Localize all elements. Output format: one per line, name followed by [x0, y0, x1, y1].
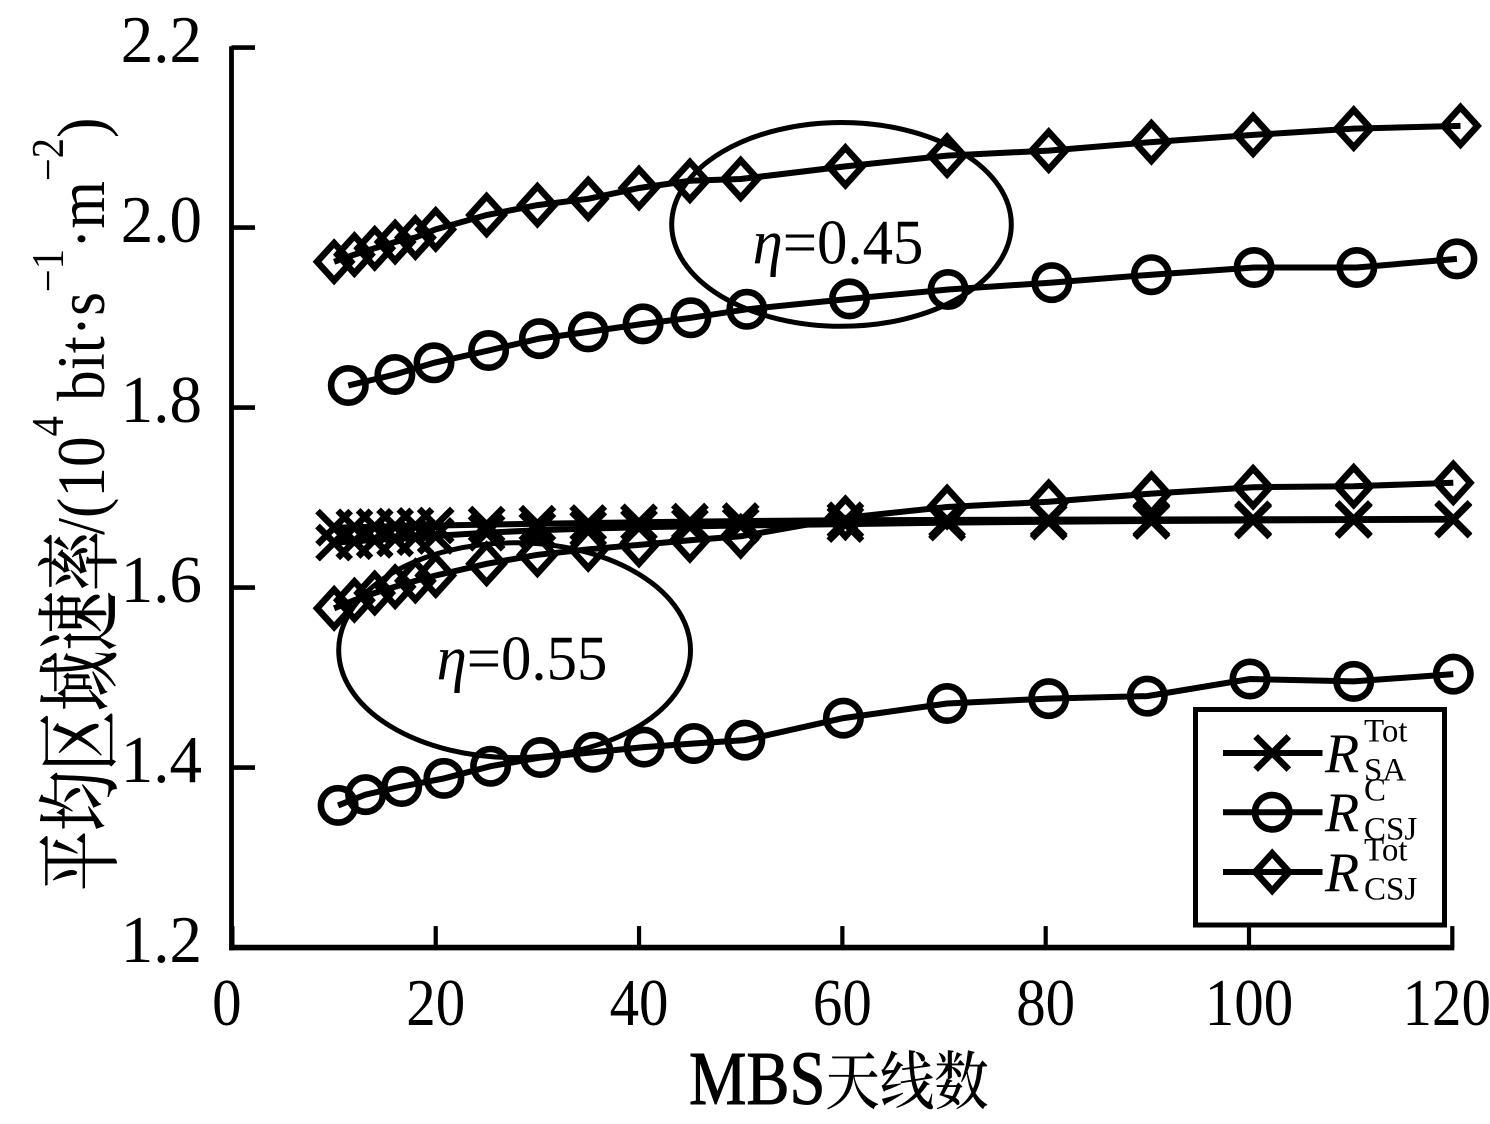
svg-text:100: 100 — [1205, 966, 1293, 1040]
svg-text:SA: SA — [1364, 753, 1406, 789]
svg-text:60: 60 — [813, 966, 872, 1040]
svg-text:Tot: Tot — [1364, 714, 1408, 750]
svg-text:80: 80 — [1016, 966, 1075, 1040]
svg-text:Tot: Tot — [1364, 833, 1408, 869]
svg-text:1.8: 1.8 — [121, 363, 202, 437]
svg-text:MBS: MBS — [689, 1037, 825, 1119]
svg-text:η=0.45: η=0.45 — [753, 206, 924, 278]
svg-text:120: 120 — [1402, 966, 1490, 1040]
svg-text:R: R — [1324, 723, 1359, 785]
svg-text:2.0: 2.0 — [121, 183, 202, 257]
svg-text:R: R — [1324, 782, 1359, 844]
svg-text:C: C — [1364, 773, 1386, 809]
svg-text:20: 20 — [406, 966, 465, 1040]
svg-text:η=0.55: η=0.55 — [437, 622, 608, 694]
svg-text:0: 0 — [212, 966, 241, 1040]
svg-text:1.6: 1.6 — [121, 543, 202, 617]
svg-text:1.4: 1.4 — [121, 723, 202, 797]
svg-text:CSJ: CSJ — [1364, 872, 1417, 908]
svg-text:R: R — [1324, 842, 1359, 904]
svg-text:CSJ: CSJ — [1364, 812, 1417, 848]
svg-text:2.2: 2.2 — [121, 3, 202, 77]
svg-text:1.2: 1.2 — [121, 903, 202, 977]
svg-text:40: 40 — [610, 966, 669, 1040]
